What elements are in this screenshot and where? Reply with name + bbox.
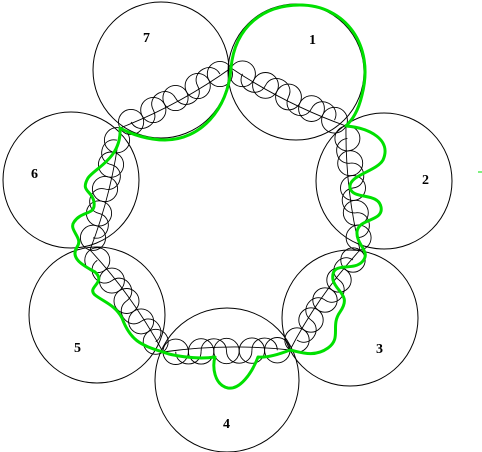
- chord-arc: [119, 67, 232, 129]
- chord-arc: [230, 67, 347, 127]
- small-circle: [298, 307, 324, 333]
- big-circles: [2, 1, 453, 452]
- lobe-curve: [265, 78, 291, 98]
- small-circle: [275, 83, 302, 111]
- labels: 1 2 3 4 5 6 7: [31, 31, 429, 432]
- label-4: 4: [223, 417, 230, 432]
- small-circle: [79, 224, 107, 251]
- lobe-curve: [324, 279, 345, 303]
- lobe-curve: [151, 91, 176, 111]
- small-circle: [312, 287, 338, 313]
- lobe-curve: [226, 350, 253, 364]
- small-circle: [321, 106, 348, 134]
- big-circle-5: [28, 246, 166, 384]
- big-circle-2: [315, 112, 453, 250]
- chord-arc: [162, 346, 291, 353]
- label-1: 1: [309, 33, 316, 48]
- lobe-curve: [355, 212, 370, 239]
- small-circle: [91, 175, 119, 203]
- lobe-curve: [91, 259, 113, 284]
- lobe-curve: [195, 67, 221, 87]
- small-circle: [103, 127, 131, 154]
- green-curve: [71, 3, 387, 390]
- lobe-curve: [101, 139, 118, 166]
- chord-arc: [289, 249, 361, 351]
- small-circle: [298, 95, 325, 122]
- lobes: [89, 67, 370, 365]
- small-circle: [206, 60, 233, 88]
- big-circle-7: [92, 1, 230, 139]
- big-circle-6: [2, 111, 140, 249]
- small-circle: [128, 308, 155, 335]
- lobe-curve: [120, 300, 142, 325]
- lobe-curve: [311, 101, 337, 121]
- label-6: 6: [31, 167, 38, 182]
- label-7: 7: [143, 31, 150, 46]
- big-circle-4: [154, 307, 300, 452]
- small-circle: [162, 84, 189, 112]
- lobe-curve: [89, 188, 106, 214]
- small-circle: [142, 328, 169, 355]
- label-3: 3: [376, 342, 383, 357]
- label-5: 5: [74, 341, 81, 356]
- label-2: 2: [422, 173, 429, 188]
- lobe-curve: [296, 319, 317, 343]
- small-circle: [97, 151, 125, 178]
- small-circle: [252, 72, 279, 99]
- big-circle-3: [281, 249, 419, 387]
- small-circle: [113, 288, 140, 314]
- chord-arc: [89, 249, 164, 353]
